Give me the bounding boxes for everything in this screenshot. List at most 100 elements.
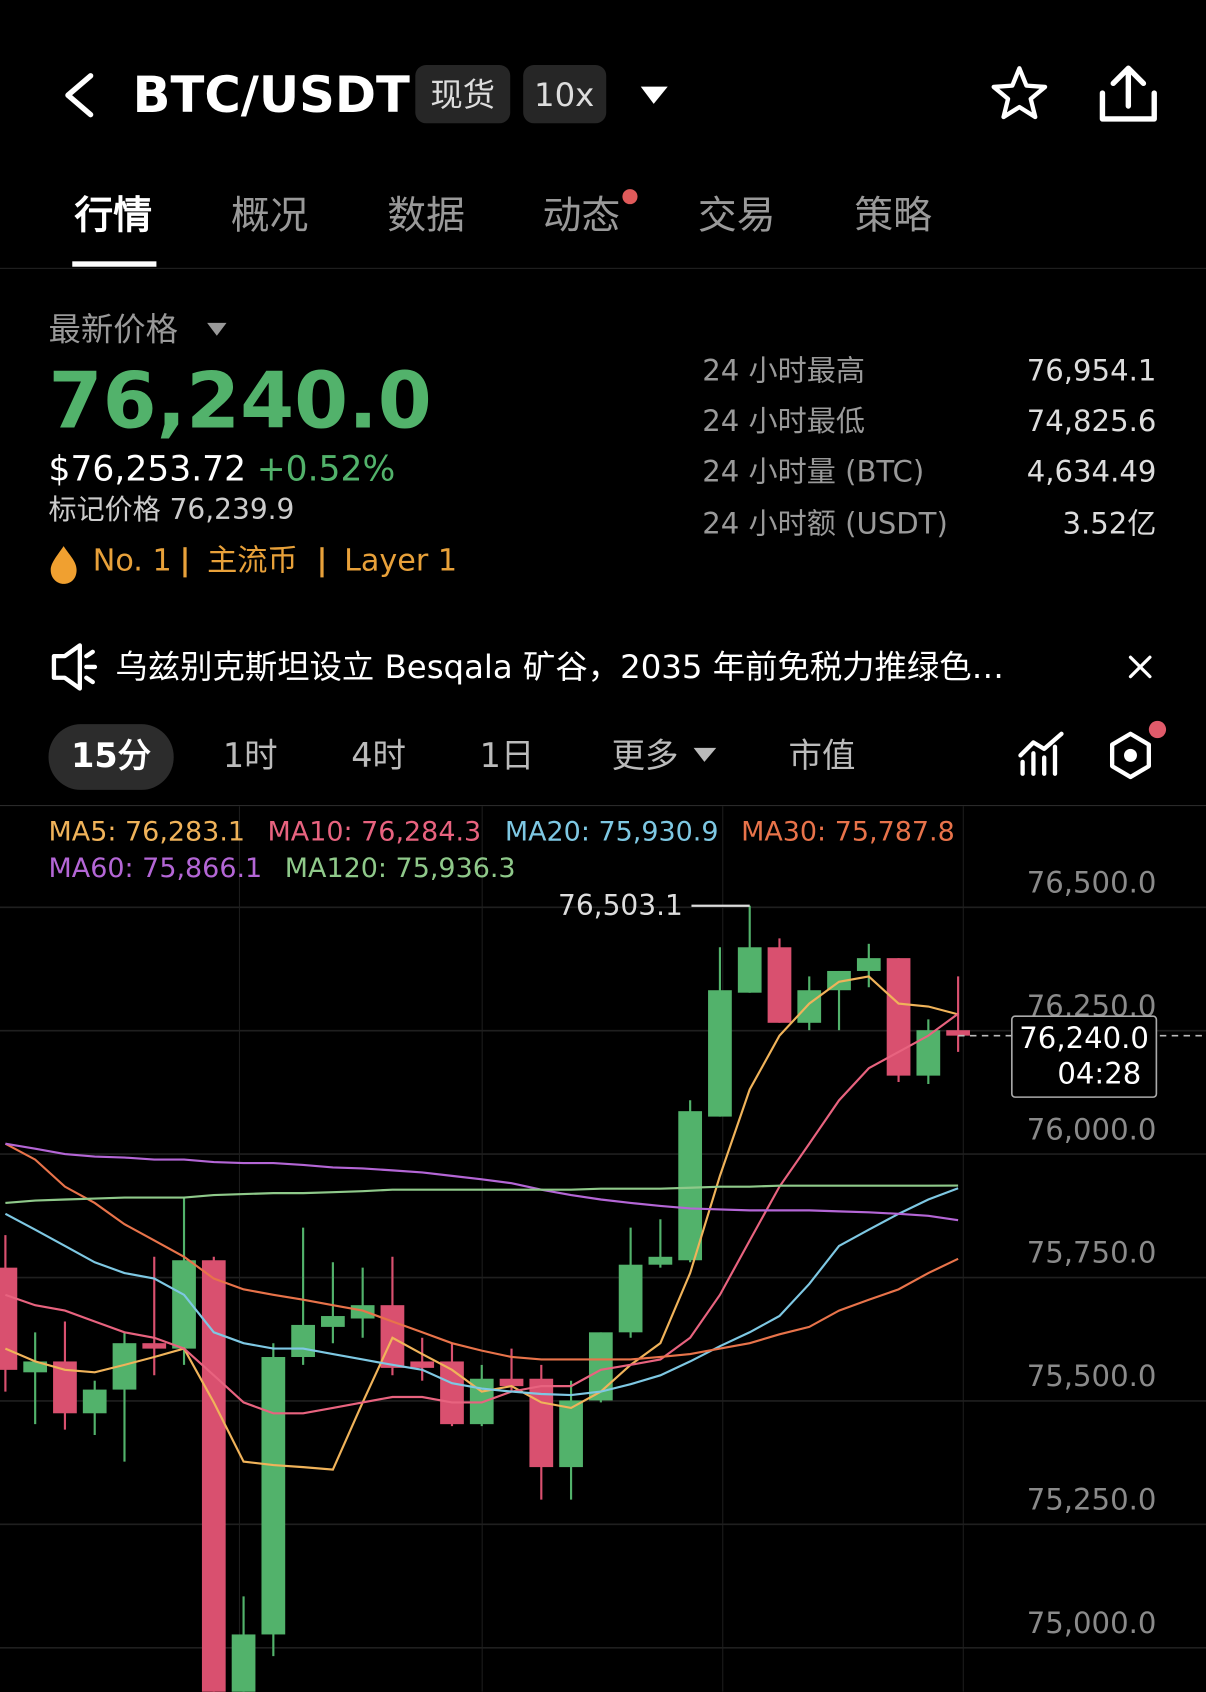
candle-body [797,990,822,1023]
settings-dot [1124,748,1137,762]
close-news[interactable] [1128,655,1152,679]
stat-value: 74,825.6 [1027,404,1157,438]
share-button[interactable] [1099,65,1157,122]
tag-box [415,65,511,124]
usd-price: $76,253.72 [49,450,247,490]
more-dropdown[interactable] [693,747,717,762]
y-tick-label: 76,000.0 [1027,1112,1157,1146]
candle-body [380,1305,405,1368]
notification-dot [1148,720,1167,739]
interval[interactable]: 市值 [789,736,856,775]
speaker-icon [51,643,98,691]
market-tag: 现货 [430,76,495,114]
tab[interactable]: 行情 [74,194,152,239]
candle-body [648,1256,673,1265]
stat-label: 24 小时量 (BTC) [702,455,924,489]
stat-label: 24 小时最高 [702,353,865,387]
category-tag[interactable]: Layer 1 [344,544,457,579]
candle-body [916,1030,941,1076]
pair-dropdown[interactable] [640,86,668,104]
tab[interactable]: 动态 [543,194,621,239]
candle-body [588,1332,613,1401]
legend-entry: MA5: 76,283.1 [49,816,246,847]
candle-body [23,1361,48,1373]
candle-body [946,1030,970,1036]
flame-icon [50,546,77,584]
notification-dot [622,189,638,205]
y-tick-label: 75,500.0 [1027,1359,1157,1393]
max-price-label: 76,503.1 [558,889,683,922]
candle-body [618,1264,643,1333]
indicator-button[interactable] [1018,731,1064,776]
interval[interactable]: 1时 [223,736,278,775]
interval[interactable]: 更多 [612,736,679,775]
y-tick-label: 75,000.0 [1027,1606,1157,1640]
candle-body [231,1634,256,1692]
candle-body [767,947,792,1023]
price-chart: 75,000.0 75,250.0 75,500.0 75,750.0 76,000.0… [0,806,1206,1692]
candle-body [440,1361,464,1425]
candle-body [529,1378,554,1468]
back-button[interactable] [65,73,94,118]
candle-body [678,1111,703,1261]
price-change: +0.52% [257,450,396,490]
separator [183,547,187,578]
legend-entry: MA30: 75,787.8 [741,816,955,847]
favorite-button[interactable] [991,66,1048,120]
tab-underline [72,261,157,267]
candle-body [321,1316,345,1327]
interval-pill [48,724,174,790]
pair-title: BTC/USDT [133,66,410,124]
settings-button[interactable] [1109,731,1151,780]
last-price: 76,240.0 [49,357,432,447]
candle-body [708,990,732,1117]
divider [0,267,1206,269]
ma-line [5,1012,959,1415]
candle-body [112,1343,137,1390]
last-price-label: 76,240.0 [1019,1021,1149,1055]
candle-body [559,1400,583,1468]
legend-entry: MA60: 75,866.1 [49,853,263,884]
last-price-box [1011,1015,1158,1098]
candle-body [886,958,911,1076]
y-tick-label: 75,750.0 [1027,1236,1157,1270]
interval[interactable]: 1日 [480,736,535,775]
candle-body [142,1343,167,1349]
stat-label: 24 小时最低 [702,404,865,438]
interval[interactable]: 4时 [351,736,406,775]
interval[interactable]: 15分 [71,736,152,775]
divider [0,805,1206,807]
y-tick-label: 76,500.0 [1027,865,1157,899]
tab[interactable]: 数据 [387,194,465,239]
ma-line [4,1142,959,1361]
stat-value: 3.52亿 [1062,506,1156,540]
candle-body [172,1260,196,1349]
legend-entry: MA20: 75,930.9 [505,816,719,847]
stat-label: 24 小时额 (USDT) [702,506,948,540]
tag-box [523,65,607,124]
category-tag[interactable]: 主流币 [207,544,298,579]
ma-line [5,1184,959,1205]
candle-body [856,958,881,971]
news-headline[interactable]: 乌兹别克斯坦设立 Besqala 矿谷，2035 年前免税力推绿色… [115,648,1004,686]
candle-body [499,1378,524,1387]
tab[interactable]: 概况 [231,194,309,239]
tab[interactable]: 交易 [698,194,776,239]
stat-value: 4,634.49 [1027,455,1157,489]
ma-line [4,1187,959,1397]
candle-body [0,1267,18,1370]
candle-body [53,1361,77,1414]
tab[interactable]: 策略 [854,194,932,239]
candle-body [201,1260,226,1692]
rank-tag: No. 1 [93,544,172,579]
separator [320,547,324,578]
price-dropdown[interactable] [207,322,227,336]
legend-entry: MA10: 76,284.3 [268,816,482,847]
candle-body [261,1357,286,1635]
leverage-tag: 10x [534,76,594,114]
candle-body [737,947,762,993]
price-label: 最新价格 [49,310,178,348]
candle-body [410,1361,435,1368]
candle-body [291,1324,315,1358]
countdown: 04:28 [1057,1056,1141,1090]
